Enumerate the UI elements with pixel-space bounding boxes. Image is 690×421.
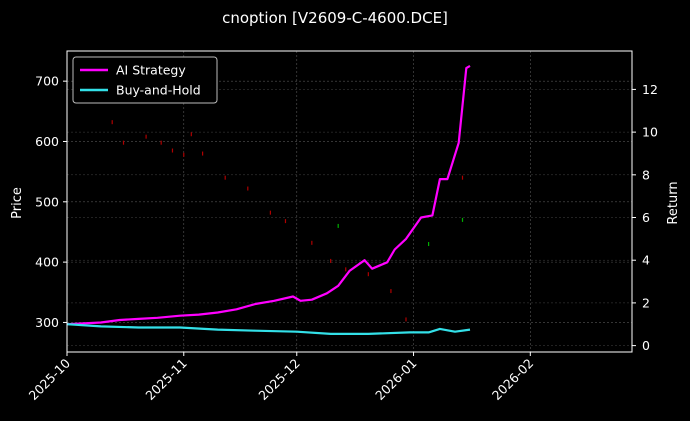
trade-markers (111, 120, 464, 322)
series-line-1 (66, 323, 471, 335)
y2-tick-label: 6 (642, 210, 650, 225)
legend-box (72, 56, 218, 104)
y2-tick-label: 12 (642, 82, 658, 97)
series-lines (66, 64, 471, 335)
y-tick-label: 600 (35, 134, 59, 149)
y2-tick-label: 8 (642, 167, 650, 182)
y2-tick-label: 10 (642, 125, 658, 140)
y-tick-label: 400 (35, 255, 59, 270)
y-axis-label-price: Price (10, 187, 25, 219)
y-tick-label: 300 (35, 315, 59, 330)
y2-tick-label: 0 (642, 338, 650, 353)
chart-title: cnoption [V2609-C-4600.DCE] (222, 9, 448, 27)
legend-label: Buy-and-Hold (116, 83, 201, 98)
legend: AI Strategy Buy-and-Hold (72, 56, 218, 104)
series-line-0 (66, 64, 471, 326)
y2-tick-label: 4 (642, 253, 650, 268)
y-axis-label-return: Return (666, 181, 681, 224)
y-tick-label: 500 (35, 194, 59, 209)
y-tick-label: 700 (35, 74, 59, 89)
y2-tick-label: 2 (642, 295, 650, 310)
legend-label: AI Strategy (116, 63, 186, 78)
